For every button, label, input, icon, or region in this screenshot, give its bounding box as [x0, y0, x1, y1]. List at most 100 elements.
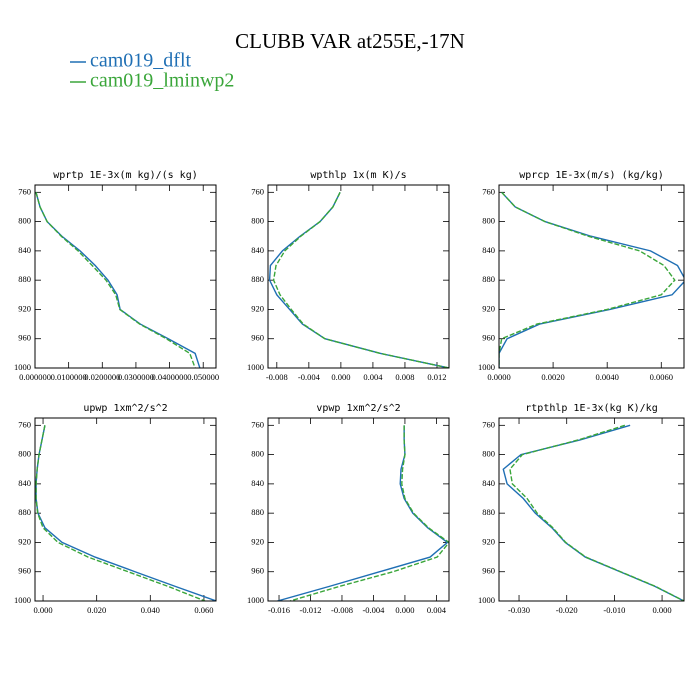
plot-frame — [498, 417, 685, 602]
y-tick-label: 920 — [482, 536, 495, 546]
y-tick-label: 880 — [482, 507, 495, 517]
x-tick-label: 0.060 — [194, 605, 213, 615]
y-tick-label: 840 — [18, 245, 31, 255]
x-tick-label: 0.000 — [395, 605, 414, 615]
plot-frame — [267, 184, 450, 369]
y-tick-label: 800 — [482, 449, 495, 459]
y-tick-label: 880 — [18, 274, 31, 284]
series-line — [268, 192, 449, 368]
y-tick-label: 760 — [18, 419, 31, 429]
panel-title: vpwp 1xm^2/s^2 — [316, 403, 400, 414]
y-tick-label: 960 — [18, 333, 31, 343]
y-tick-label: 920 — [482, 303, 495, 313]
series-line — [35, 425, 206, 601]
y-tick-label: 1000 — [478, 362, 495, 372]
x-tick-label: 0.0060 — [650, 372, 673, 382]
series-line — [35, 192, 196, 368]
y-tick-label: 840 — [251, 245, 264, 255]
y-tick-label: 880 — [251, 507, 264, 517]
x-tick-label: 0.000 — [33, 605, 52, 615]
y-tick-label: 840 — [482, 245, 495, 255]
panel-title: wprcp 1E-3x(m/s) (kg/kg) — [519, 170, 664, 181]
series-line — [499, 191, 684, 368]
x-tick-label: 0.0020 — [541, 372, 564, 382]
x-tick-label: 0.020 — [87, 605, 106, 615]
series-line — [502, 424, 684, 601]
x-tick-label: -0.020 — [556, 605, 578, 615]
y-tick-label: 800 — [251, 449, 264, 459]
x-tick-label: 0.000 — [653, 605, 672, 615]
panel-title: rtpthlp 1E-3x(kg K)/kg — [525, 403, 657, 414]
y-tick-label: 840 — [18, 478, 31, 488]
x-tick-label: -0.010 — [603, 605, 625, 615]
x-tick-label: -0.008 — [331, 605, 353, 615]
x-tick-label: 0.0200000 — [84, 372, 120, 382]
y-tick-label: 880 — [482, 274, 495, 284]
y-tick-label: 920 — [18, 536, 31, 546]
series-line — [272, 192, 449, 368]
y-tick-label: 760 — [251, 186, 264, 196]
x-tick-label: 0.008 — [395, 372, 414, 382]
y-tick-label: 960 — [18, 566, 31, 576]
y-tick-label: 920 — [18, 303, 31, 313]
series-line — [35, 192, 201, 368]
y-tick-label: 1000 — [247, 595, 264, 605]
x-tick-label: 0.0100000 — [51, 372, 87, 382]
x-tick-label: 0.0040 — [595, 372, 618, 382]
y-tick-label: 1000 — [14, 595, 31, 605]
legend-label: cam019_lminwp2 — [90, 70, 234, 92]
x-tick-label: 0.040 — [141, 605, 160, 615]
y-tick-label: 960 — [482, 566, 495, 576]
series-line — [509, 424, 684, 601]
series-line — [499, 191, 676, 368]
x-tick-label: -0.016 — [268, 605, 290, 615]
plot-frame — [34, 184, 217, 369]
x-tick-label: 0.0300000 — [118, 372, 154, 382]
y-tick-label: 1000 — [478, 595, 495, 605]
y-tick-label: 800 — [18, 216, 31, 226]
y-tick-label: 920 — [251, 303, 264, 313]
x-tick-label: 0.004 — [427, 605, 447, 615]
y-tick-label: 840 — [251, 478, 264, 488]
panel-title: wpthlp 1x(m K)/s — [310, 170, 406, 181]
y-tick-label: 800 — [251, 216, 264, 226]
y-tick-label: 1000 — [14, 362, 31, 372]
y-tick-label: 760 — [18, 186, 31, 196]
y-tick-label: 840 — [482, 478, 495, 488]
x-tick-label: -0.030 — [508, 605, 530, 615]
x-tick-label: 0.0400000 — [152, 372, 188, 382]
y-tick-label: 760 — [251, 419, 264, 429]
legend-label: cam019_dflt — [90, 50, 192, 72]
plot-frame — [498, 184, 685, 369]
plot-frame — [34, 417, 217, 602]
y-tick-label: 800 — [482, 216, 495, 226]
y-tick-label: 960 — [251, 566, 264, 576]
y-tick-label: 960 — [251, 333, 264, 343]
series-line — [289, 425, 449, 601]
y-tick-label: 880 — [251, 274, 264, 284]
x-tick-label: -0.004 — [362, 605, 385, 615]
figure-title: CLUBB VAR at255E,-17N — [235, 29, 465, 53]
x-tick-label: 0.012 — [427, 372, 446, 382]
plot-frame — [267, 417, 450, 602]
x-tick-label: -0.012 — [300, 605, 322, 615]
y-tick-label: 920 — [251, 536, 264, 546]
x-tick-label: 0.050000 — [187, 372, 219, 382]
y-tick-label: 800 — [18, 449, 31, 459]
series-line — [277, 425, 449, 601]
y-tick-label: 760 — [482, 419, 495, 429]
y-tick-label: 960 — [482, 333, 495, 343]
x-tick-label: 0.004 — [363, 372, 383, 382]
y-tick-label: 1000 — [247, 362, 264, 372]
x-tick-label: -0.008 — [266, 372, 288, 382]
y-tick-label: 760 — [482, 186, 495, 196]
panel-title: upwp 1xm^2/s^2 — [83, 403, 167, 414]
x-tick-label: 0.000000 — [19, 372, 51, 382]
x-tick-label: -0.004 — [298, 372, 321, 382]
panel-title: wprtp 1E-3x(m kg)/(s kg) — [53, 170, 198, 181]
series-line — [35, 425, 216, 601]
y-tick-label: 880 — [18, 507, 31, 517]
x-tick-label: 0.0000 — [487, 372, 510, 382]
x-tick-label: 0.000 — [331, 372, 350, 382]
